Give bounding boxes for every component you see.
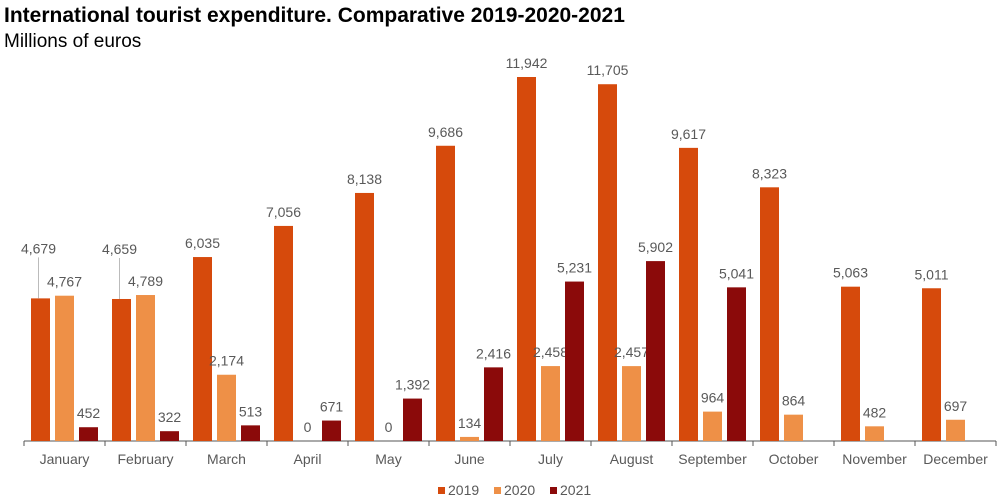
data-label: 0 — [385, 419, 393, 435]
data-label: 6,035 — [185, 235, 220, 251]
bar-2021 — [160, 431, 179, 441]
bar-2020 — [865, 426, 884, 441]
data-label: 9,617 — [671, 126, 706, 142]
x-tick-label: July — [538, 451, 563, 467]
data-label: 964 — [701, 390, 725, 406]
data-label: 5,231 — [557, 260, 592, 276]
x-tick-label: September — [678, 451, 747, 467]
bar-2019 — [598, 84, 617, 442]
bar-2021 — [403, 398, 422, 441]
bar-2019 — [31, 298, 50, 441]
bar-2020 — [217, 374, 236, 441]
data-label: 513 — [239, 403, 263, 419]
bar-2020 — [136, 295, 155, 441]
bar-2020 — [946, 419, 965, 441]
bar-2020 — [703, 411, 722, 441]
data-label: 4,659 — [102, 241, 137, 257]
bar-2021 — [565, 281, 584, 441]
x-tick-label: October — [769, 451, 819, 467]
data-label: 5,011 — [915, 266, 949, 282]
bar-2020 — [460, 436, 479, 441]
bar-2019 — [922, 288, 941, 441]
data-label: 9,686 — [428, 124, 463, 140]
data-label: 5,902 — [638, 239, 673, 255]
x-tick-label: May — [375, 451, 401, 467]
bar-2020 — [55, 295, 74, 441]
data-label: 4,679 — [21, 240, 56, 256]
x-tick-label: June — [454, 451, 485, 467]
bar-2021 — [727, 287, 746, 441]
x-tick-label: December — [923, 451, 988, 467]
bar-2019 — [760, 187, 779, 441]
legend-swatch-2020 — [494, 487, 501, 494]
data-label: 0 — [304, 419, 312, 435]
bar-2019 — [274, 225, 293, 441]
bar-2021 — [646, 261, 665, 441]
bar-2021 — [79, 427, 98, 441]
legend-label-2019: 2019 — [448, 482, 479, 498]
data-label: 482 — [863, 404, 887, 420]
data-label: 4,789 — [128, 273, 163, 289]
data-label: 5,041 — [719, 265, 754, 281]
bar-2019 — [112, 298, 131, 441]
x-tick-label: April — [293, 451, 321, 467]
legend-swatch-2021 — [550, 487, 557, 494]
data-label: 452 — [77, 405, 101, 421]
bar-2020 — [784, 414, 803, 441]
bar-2019 — [841, 286, 860, 441]
bar-2019 — [355, 192, 374, 441]
chart-subtitle: Millions of euros — [4, 31, 142, 52]
data-label: 11,942 — [506, 55, 548, 71]
legend-label-2021: 2021 — [560, 482, 591, 498]
data-label: 2,416 — [476, 345, 511, 361]
data-label: 5,063 — [833, 265, 868, 281]
x-tick-label: February — [117, 451, 173, 467]
chart-title: International tourist expenditure. Compa… — [4, 4, 625, 27]
data-label: 864 — [782, 393, 806, 409]
data-label: 1,392 — [395, 377, 430, 393]
bar-2020 — [622, 366, 641, 441]
bar-2021 — [484, 367, 503, 441]
bar-2019 — [517, 77, 536, 441]
x-tick-label: August — [610, 451, 654, 467]
bar-2019 — [436, 145, 455, 442]
data-label: 8,323 — [752, 165, 787, 181]
x-tick-label: November — [842, 451, 907, 467]
data-label: 8,138 — [347, 171, 382, 187]
data-label: 11,705 — [587, 62, 629, 78]
bar-2021 — [241, 425, 260, 441]
bar-2019 — [679, 147, 698, 441]
data-label: 671 — [320, 399, 344, 415]
data-label: 2,174 — [209, 353, 244, 369]
legend-swatch-2019 — [438, 487, 445, 494]
data-label: 4,767 — [47, 274, 82, 290]
data-label: 7,056 — [266, 204, 301, 220]
data-label: 2,457 — [614, 344, 649, 360]
x-tick-label: March — [207, 451, 246, 467]
bar-2021 — [322, 420, 341, 441]
data-label: 2,458 — [533, 344, 568, 360]
data-label: 134 — [458, 415, 482, 431]
data-label: 322 — [158, 409, 182, 425]
x-tick-label: January — [40, 451, 90, 467]
data-label: 697 — [944, 398, 968, 414]
bar-2019 — [193, 257, 212, 441]
bar-2020 — [541, 366, 560, 441]
legend-label-2020: 2020 — [504, 482, 535, 498]
